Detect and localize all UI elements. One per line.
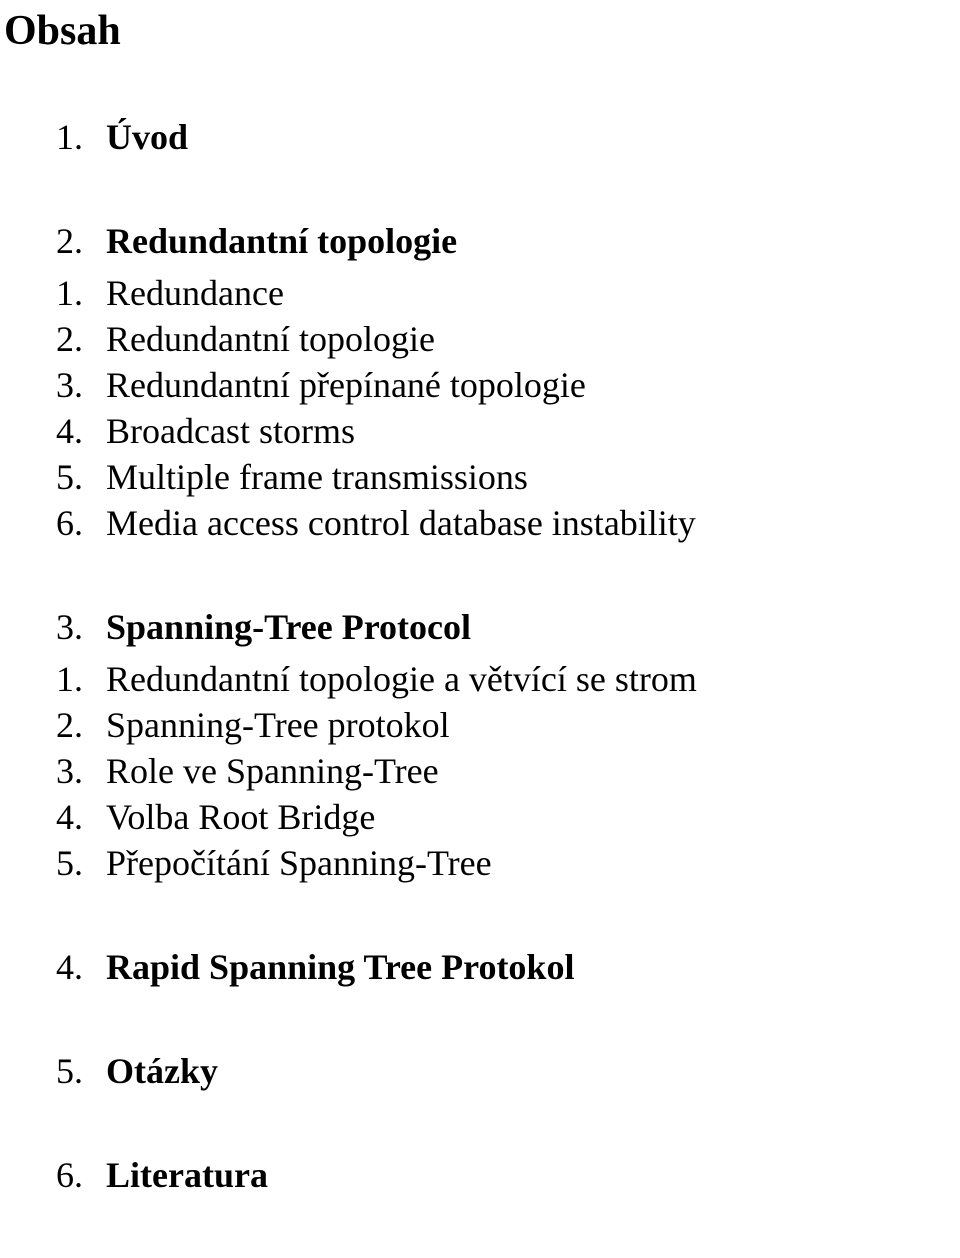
subitem-text: Multiple frame transmissions <box>106 456 528 498</box>
toc-subitem: 1.Redundantní topologie a větvící se str… <box>56 658 960 700</box>
toc-subitem: 4.Broadcast storms <box>56 410 960 452</box>
section-number: 3. <box>56 606 106 648</box>
section-number: 4. <box>56 946 106 988</box>
section-title: Rapid Spanning Tree Protokol <box>106 946 574 988</box>
toc-subitem: 2.Spanning-Tree protokol <box>56 704 960 746</box>
toc-subitem: 6.Media access control database instabil… <box>56 502 960 544</box>
toc-subitem: 1.Redundance <box>56 272 960 314</box>
section-title: Literatura <box>106 1154 268 1196</box>
toc-section: 3.Spanning-Tree Protocol <box>56 606 960 648</box>
subitem-number: 5. <box>56 842 106 884</box>
section-title: Úvod <box>106 116 188 158</box>
toc-section: 6.Literatura <box>56 1154 960 1196</box>
subitem-number: 4. <box>56 796 106 838</box>
toc-subitems: 1.Redundance2.Redundantní topologie3.Red… <box>56 272 960 544</box>
subitem-text: Redundantní přepínané topologie <box>106 364 586 406</box>
section-number: 2. <box>56 220 106 262</box>
subitem-number: 1. <box>56 272 106 314</box>
subitem-text: Přepočítání Spanning-Tree <box>106 842 492 884</box>
subitem-text: Redundantní topologie <box>106 318 435 360</box>
subitem-text: Broadcast storms <box>106 410 355 452</box>
section-title: Redundantní topologie <box>106 220 457 262</box>
subitem-number: 3. <box>56 364 106 406</box>
page-title: Obsah <box>4 8 960 54</box>
toc-section: 1.Úvod <box>56 116 960 158</box>
subitem-text: Redundance <box>106 272 284 314</box>
toc-subitem: 2.Redundantní topologie <box>56 318 960 360</box>
subitem-text: Redundantní topologie a větvící se strom <box>106 658 697 700</box>
section-title: Otázky <box>106 1050 218 1092</box>
subitem-text: Role ve Spanning-Tree <box>106 750 439 792</box>
toc-section: 2.Redundantní topologie <box>56 220 960 262</box>
toc-subitem: 3.Role ve Spanning-Tree <box>56 750 960 792</box>
subitem-text: Volba Root Bridge <box>106 796 375 838</box>
sections-container: 1.Úvod2.Redundantní topologie1.Redundanc… <box>0 116 960 1196</box>
toc-section: 5.Otázky <box>56 1050 960 1092</box>
subitem-number: 2. <box>56 318 106 360</box>
subitem-number: 2. <box>56 704 106 746</box>
section-title: Spanning-Tree Protocol <box>106 606 471 648</box>
toc-subitem: 4.Volba Root Bridge <box>56 796 960 838</box>
toc-subitem: 3.Redundantní přepínané topologie <box>56 364 960 406</box>
toc-subitems: 1.Redundantní topologie a větvící se str… <box>56 658 960 884</box>
subitem-number: 4. <box>56 410 106 452</box>
subitem-number: 5. <box>56 456 106 498</box>
subitem-text: Spanning-Tree protokol <box>106 704 450 746</box>
section-number: 1. <box>56 116 106 158</box>
section-number: 5. <box>56 1050 106 1092</box>
toc-section: 4.Rapid Spanning Tree Protokol <box>56 946 960 988</box>
section-number: 6. <box>56 1154 106 1196</box>
toc-subitem: 5.Přepočítání Spanning-Tree <box>56 842 960 884</box>
toc-subitem: 5.Multiple frame transmissions <box>56 456 960 498</box>
subitem-number: 3. <box>56 750 106 792</box>
subitem-number: 1. <box>56 658 106 700</box>
subitem-text: Media access control database instabilit… <box>106 502 696 544</box>
subitem-number: 6. <box>56 502 106 544</box>
toc-page: Obsah 1.Úvod2.Redundantní topologie1.Red… <box>0 8 960 1196</box>
